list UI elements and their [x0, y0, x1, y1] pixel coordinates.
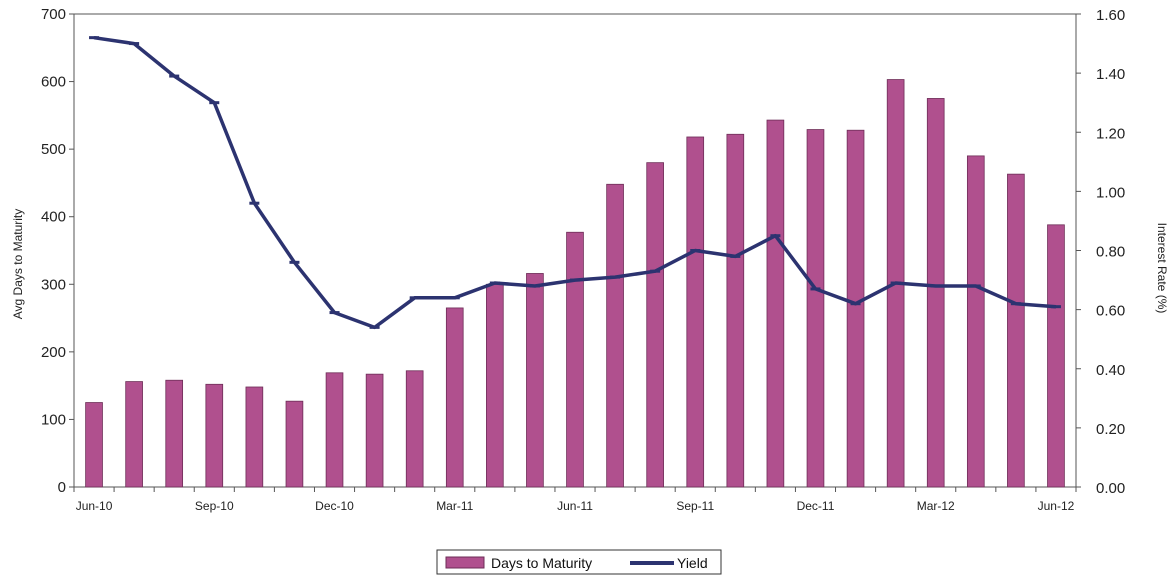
right-tick-label: 1.00 [1096, 184, 1125, 201]
bar-jan-12 [846, 129, 865, 488]
bar-jun-12 [1047, 224, 1065, 488]
legend-label-yield: Yield [677, 555, 708, 571]
right-tick-label: 0.60 [1096, 303, 1125, 320]
bar-feb-11 [405, 370, 424, 488]
right-tick-label: 1.60 [1096, 7, 1125, 24]
bar-apr-12 [966, 155, 985, 488]
x-axis: Jun-10 Sep-10 Dec-10 Mar-11 Jun-11 Sep-11 Dec-… [73, 487, 1077, 513]
bar-may-11 [526, 273, 544, 488]
left-tick-label: 100 [41, 411, 66, 428]
right-tick-label: 0.20 [1096, 421, 1125, 438]
right-axis-title: Interest Rate (%) [1155, 223, 1169, 314]
bar-mar-12 [926, 98, 945, 488]
left-tick-label: 400 [41, 209, 66, 226]
bar-sep-11 [686, 136, 705, 488]
bar-jun-11 [566, 231, 584, 488]
left-tick-label: 0 [58, 479, 66, 496]
left-axis: 0 100 200 300 400 500 600 700 [41, 6, 74, 496]
bar-mar-11 [445, 307, 464, 488]
bar-may-12 [1007, 173, 1025, 488]
x-tick-label: Jun-12 [1038, 499, 1075, 513]
x-tick-label: Dec-11 [797, 499, 835, 513]
left-tick-label: 200 [41, 344, 66, 361]
right-tick-label: 0.40 [1096, 362, 1125, 379]
right-axis: 0.00 0.20 0.40 0.60 0.80 1.00 1.20 1.40 1.60 [1076, 7, 1125, 497]
legend-bar-swatch [445, 556, 485, 569]
legend-label-days-to-maturity: Days to Maturity [491, 555, 592, 571]
x-tick-label: Dec-10 [315, 499, 354, 513]
bar-jan-11 [365, 373, 384, 488]
right-tick-label: 0.00 [1096, 480, 1125, 497]
bar-jun-10 [85, 402, 103, 488]
x-tick-label: Sep-10 [195, 499, 234, 513]
right-tick-label: 1.40 [1096, 66, 1125, 83]
yield-line-layer [89, 35, 1061, 330]
left-tick-label: 500 [41, 141, 66, 158]
bar-sep-10 [205, 383, 224, 488]
left-tick-label: 300 [41, 276, 66, 293]
legend: Days to Maturity Yield [436, 549, 722, 575]
bar-oct-11 [726, 133, 745, 488]
left-axis-title: Avg Days to Maturity [11, 209, 25, 319]
left-tick-label: 700 [41, 6, 66, 23]
bar-dec-10 [325, 372, 344, 488]
x-tick-label: Jun-11 [557, 499, 593, 513]
bar-apr-11 [486, 283, 504, 488]
bar-dec-11 [806, 129, 825, 488]
bar-nov-10 [285, 400, 304, 488]
bar-aug-11 [646, 162, 664, 488]
x-tick-label: Jun-10 [76, 499, 113, 513]
bar-nov-11 [766, 119, 785, 488]
right-tick-label: 1.20 [1096, 125, 1125, 142]
bar-aug-10 [165, 379, 184, 488]
x-tick-label: Mar-12 [917, 499, 955, 513]
bars-layer [85, 79, 1065, 488]
right-tick-label: 0.80 [1096, 244, 1125, 261]
left-tick-label: 600 [41, 74, 66, 91]
x-tick-label: Mar-11 [436, 499, 473, 513]
bar-jul-10 [125, 381, 143, 488]
bar-jul-11 [606, 183, 624, 488]
x-tick-label: Sep-11 [676, 499, 714, 513]
bar-oct-10 [245, 386, 264, 488]
